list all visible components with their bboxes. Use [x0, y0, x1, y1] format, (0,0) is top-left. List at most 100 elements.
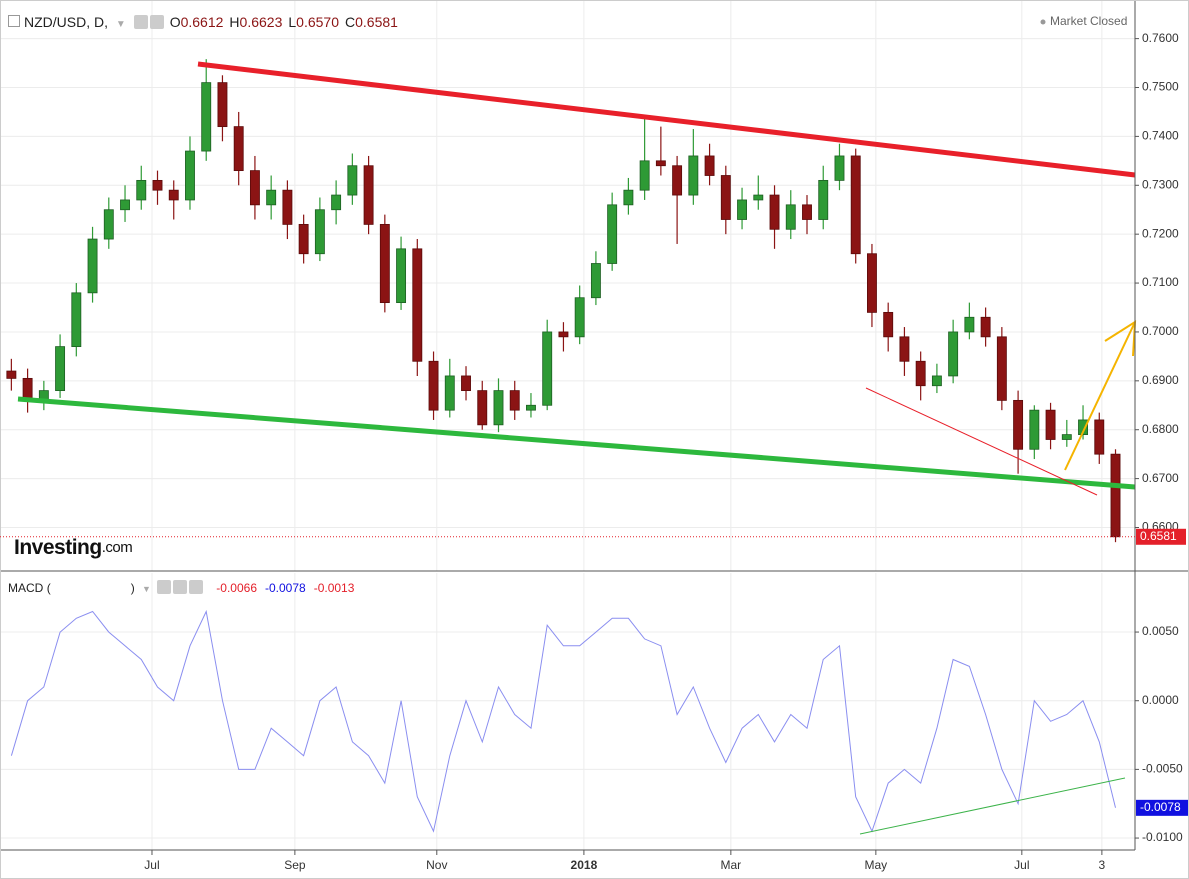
candle-body: [737, 199, 747, 220]
x-tick-label: Nov: [426, 858, 447, 872]
candle-body: [461, 375, 471, 392]
candle-body: [71, 292, 82, 348]
candle-body: [363, 165, 374, 225]
candle-body: [1110, 453, 1121, 538]
candle-body: [802, 204, 812, 220]
ohlc-value: 0.6570: [296, 14, 339, 30]
candle-body: [103, 209, 114, 240]
settings-icon[interactable]: [156, 580, 171, 594]
y-tick-label: 0.0050: [1142, 624, 1179, 638]
candle-body: [607, 204, 618, 264]
macd-trend-line: [859, 777, 1126, 835]
y-tick-label: 0.7500: [1142, 80, 1179, 94]
candle-body: [590, 263, 601, 299]
candle-body: [87, 238, 98, 294]
macd-legend-value: -0.0013: [313, 581, 355, 595]
resistance-line: [197, 61, 1136, 178]
candle-body: [818, 179, 829, 220]
candle-body: [931, 375, 942, 387]
candle-body: [1061, 434, 1072, 440]
candle-body: [331, 194, 342, 211]
candle-body: [152, 179, 163, 191]
ohlc-key: O: [169, 14, 181, 30]
eye-icon[interactable]: [172, 580, 187, 594]
candle-body: [704, 155, 715, 176]
last-value-box: [1136, 799, 1188, 816]
y-tick-label: 0.6900: [1142, 373, 1179, 387]
x-tick-label: 2018: [571, 858, 598, 872]
macd-legend-value: -0.0066: [216, 581, 257, 595]
candle-body: [396, 248, 407, 304]
candle-body: [867, 253, 877, 313]
candle-body: [38, 390, 49, 400]
candle-body: [769, 194, 780, 230]
candle-body: [785, 204, 796, 230]
arrow-line: [1064, 321, 1136, 471]
candle-body: [623, 189, 634, 206]
symbol: NZD/USD, D,: [24, 14, 108, 30]
grid: [0, 0, 1135, 850]
candle-body: [688, 155, 699, 196]
collapse-icon[interactable]: [8, 15, 20, 27]
y-tick-label: 0.7400: [1142, 129, 1179, 143]
eye-icon[interactable]: [133, 15, 148, 29]
settings-icon[interactable]: [149, 15, 164, 29]
params-open: (: [46, 581, 51, 595]
candle-body: [379, 223, 390, 304]
candle-body: [1029, 409, 1040, 450]
candle-body: [6, 370, 17, 379]
dropdown[interactable]: ▼: [115, 19, 126, 30]
candle-body: [444, 375, 455, 411]
market-status: Market Closed: [1050, 14, 1127, 28]
support-line: [17, 396, 1136, 490]
close-icon[interactable]: [188, 580, 203, 594]
y-tick-label: -0.0050: [1142, 762, 1183, 776]
candle-body: [542, 331, 553, 406]
last-value-label: -0.0078: [1140, 800, 1181, 814]
dropdown[interactable]: ▼: [142, 584, 151, 594]
y-tick-label: 0.7300: [1142, 177, 1179, 191]
chart-header: NZD/USD, D, ▼ O0.6612 H0.6623 L0.6570 C0.65…: [8, 14, 404, 30]
candle-body: [720, 175, 731, 220]
macd-line: [10, 609, 1116, 833]
y-tick-label: 0.7100: [1142, 275, 1179, 289]
x-tick-label: Jul: [144, 858, 159, 872]
y-tick-label: 0.7200: [1142, 226, 1179, 240]
candle-body: [574, 297, 585, 338]
x-tick-label: 3: [1099, 858, 1106, 872]
candle-body: [282, 189, 293, 225]
candle-body: [412, 248, 423, 362]
y-tick-label: 0.7000: [1142, 324, 1179, 338]
last-price-label: 0.6581: [1140, 529, 1177, 543]
candle-body: [672, 165, 683, 196]
x-tick-label: May: [865, 858, 888, 872]
candle-body: [55, 346, 66, 392]
ohlc-key: H: [229, 14, 240, 30]
candle-body: [915, 360, 926, 387]
candle-body: [298, 223, 309, 255]
candle-body: [509, 390, 520, 411]
candle-body: [753, 194, 764, 201]
candle-body: [477, 390, 488, 426]
macd-header: MACD () ▼ -0.0066 -0.0078 -0.0013: [8, 580, 354, 595]
candle-body: [964, 316, 975, 333]
logo-suffix: .com: [102, 539, 133, 556]
candle-body: [1013, 399, 1024, 450]
ohlc-key: L: [288, 14, 297, 30]
x-tick-label: Mar: [721, 858, 742, 872]
candle-body: [980, 316, 991, 338]
y-tick-label: 0.6700: [1142, 471, 1179, 485]
marks: [6, 59, 1121, 833]
candle-body: [558, 331, 569, 338]
candle-body: [1078, 419, 1088, 436]
y-tick-label: 0.7600: [1142, 31, 1179, 45]
ohlc-value: 0.6581: [355, 14, 398, 30]
candle-body: [22, 377, 33, 400]
x-tick-label: Sep: [284, 858, 306, 872]
y-tick-label: 0.0000: [1142, 693, 1179, 707]
candle-body: [899, 336, 910, 362]
candle-body: [948, 331, 959, 377]
candle-body: [996, 336, 1007, 401]
logo-text: Investing: [14, 536, 102, 559]
